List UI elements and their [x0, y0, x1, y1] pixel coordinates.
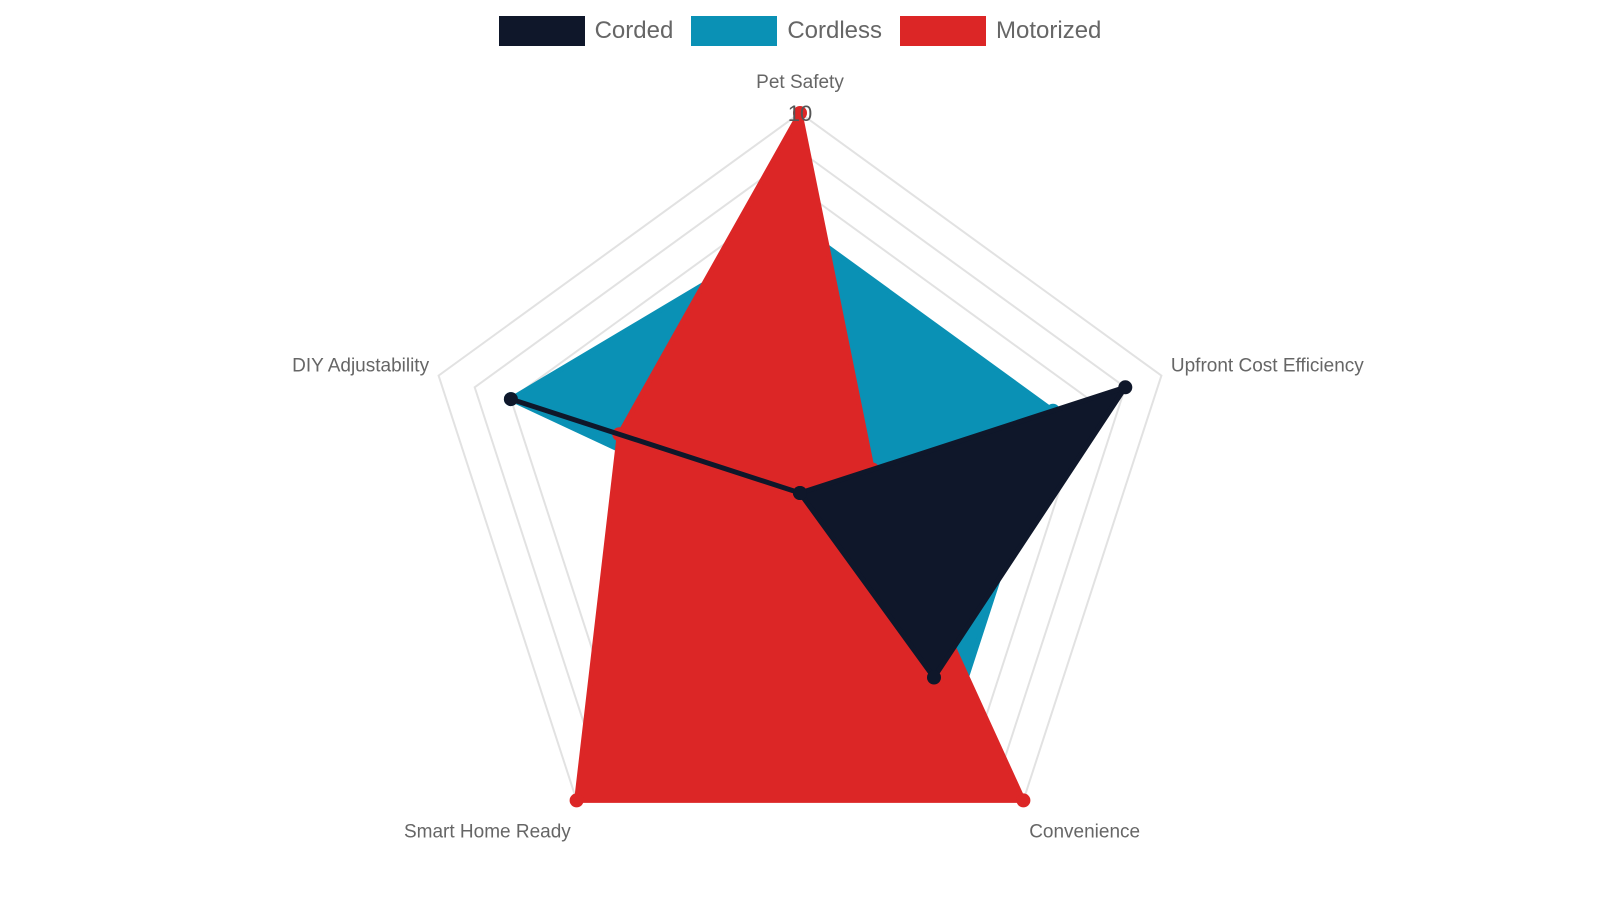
point-corded-3[interactable]	[793, 486, 807, 500]
axis-label-4: DIY Adjustability	[292, 355, 429, 376]
legend-label-cordless: Cordless	[787, 17, 883, 44]
legend-label-motorized: Motorized	[996, 17, 1102, 44]
series-corded	[503, 380, 1133, 685]
axis-label-2: Convenience	[1029, 822, 1140, 843]
tick-label-max: 10	[788, 101, 812, 126]
legend-item-motorized[interactable]: Motorized	[900, 16, 1101, 46]
series-layer	[503, 106, 1133, 808]
axis-label-3: Smart Home Ready	[404, 822, 571, 843]
point-motorized-0[interactable]	[793, 106, 807, 120]
point-motorized-2[interactable]	[1016, 793, 1031, 808]
axis-label-0: Pet Safety	[756, 72, 844, 93]
point-motorized-3[interactable]	[569, 793, 584, 808]
series-area-corded	[508, 384, 1128, 680]
point-corded-1[interactable]	[1118, 380, 1133, 395]
legend-item-cordless[interactable]: Cordless	[691, 16, 882, 46]
legend-item-corded[interactable]: Corded	[498, 16, 674, 46]
legend-swatch-motorized	[900, 16, 987, 46]
point-corded-2[interactable]	[927, 670, 941, 685]
axis-label-1: Upfront Cost Efficiency	[1171, 355, 1364, 376]
legend: Corded Cordless Motorized	[0, 16, 1600, 46]
axis-labels: Pet Safety Upfront Cost Efficiency Conveni…	[292, 72, 1364, 843]
point-corded-4[interactable]	[503, 392, 518, 407]
legend-swatch-corded	[498, 16, 585, 46]
legend-swatch-cordless	[691, 16, 778, 46]
legend-label-corded: Corded	[594, 17, 674, 44]
